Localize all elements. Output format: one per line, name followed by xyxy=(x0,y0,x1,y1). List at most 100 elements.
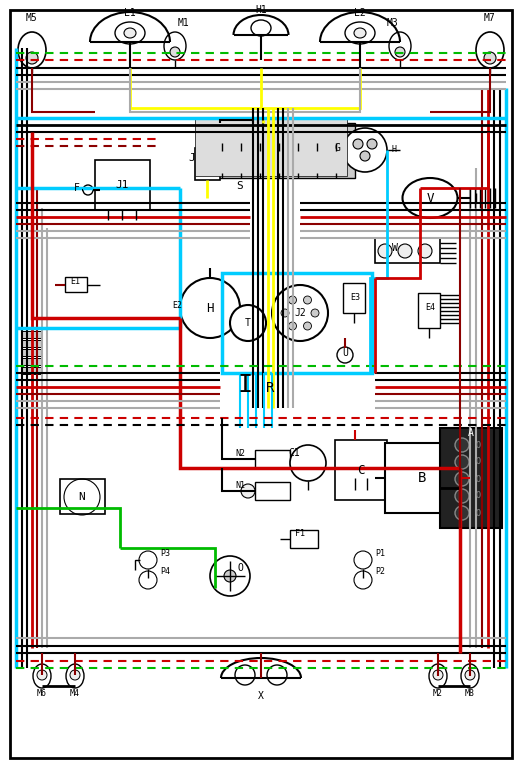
Bar xyxy=(375,238,440,263)
Text: X: X xyxy=(258,691,264,701)
Text: M1: M1 xyxy=(178,18,190,28)
Text: H: H xyxy=(206,302,213,315)
Bar xyxy=(290,530,318,548)
Circle shape xyxy=(289,322,296,330)
Bar xyxy=(291,151,305,173)
Text: F1: F1 xyxy=(295,528,305,538)
Text: H1: H1 xyxy=(255,5,267,15)
Bar xyxy=(22,331,42,338)
Bar xyxy=(272,151,286,173)
Bar xyxy=(234,151,248,173)
Ellipse shape xyxy=(402,178,457,218)
Text: P4: P4 xyxy=(160,568,170,577)
Bar xyxy=(343,283,365,313)
Circle shape xyxy=(210,556,250,596)
Circle shape xyxy=(241,484,255,498)
Text: M7: M7 xyxy=(484,13,496,23)
Bar xyxy=(310,151,324,173)
Circle shape xyxy=(455,455,469,469)
Circle shape xyxy=(455,489,469,503)
Text: E1: E1 xyxy=(70,276,80,286)
Circle shape xyxy=(303,296,312,304)
Circle shape xyxy=(303,322,312,330)
Circle shape xyxy=(367,139,377,149)
Circle shape xyxy=(224,570,236,582)
Circle shape xyxy=(353,139,363,149)
Text: R: R xyxy=(266,381,274,395)
Text: N2: N2 xyxy=(235,449,245,458)
Bar xyxy=(195,148,220,180)
Text: E3: E3 xyxy=(350,293,360,303)
Text: C: C xyxy=(357,464,365,476)
Text: O: O xyxy=(476,492,480,501)
Text: W: W xyxy=(392,243,398,253)
Text: S: S xyxy=(236,181,243,191)
Text: A: A xyxy=(468,428,474,438)
Text: F: F xyxy=(74,183,80,193)
Ellipse shape xyxy=(484,52,496,64)
Bar xyxy=(22,340,42,347)
Bar xyxy=(255,482,290,500)
Text: O: O xyxy=(476,475,480,484)
Text: E4: E4 xyxy=(425,303,435,313)
Ellipse shape xyxy=(395,47,405,57)
Bar xyxy=(210,123,355,178)
Circle shape xyxy=(311,309,319,317)
Text: J2: J2 xyxy=(294,308,306,318)
Circle shape xyxy=(235,665,255,685)
Circle shape xyxy=(378,244,392,258)
Text: M4: M4 xyxy=(70,690,80,699)
Text: I: I xyxy=(238,373,253,397)
Text: L2: L2 xyxy=(354,8,366,18)
Text: H: H xyxy=(392,144,397,154)
Text: M5: M5 xyxy=(26,13,38,23)
Text: C1: C1 xyxy=(288,448,300,458)
Ellipse shape xyxy=(124,28,136,38)
Text: O: O xyxy=(237,563,243,573)
Circle shape xyxy=(418,244,432,258)
Text: E2: E2 xyxy=(172,302,182,310)
Text: U: U xyxy=(342,348,348,358)
Ellipse shape xyxy=(170,47,180,57)
Circle shape xyxy=(337,347,353,363)
Text: P1: P1 xyxy=(375,548,385,558)
Circle shape xyxy=(290,445,326,481)
Bar xyxy=(255,450,290,468)
Bar xyxy=(60,479,105,514)
Bar xyxy=(418,293,440,328)
Circle shape xyxy=(37,670,47,680)
Bar xyxy=(195,118,347,176)
Bar xyxy=(253,151,267,173)
Circle shape xyxy=(433,670,443,680)
Circle shape xyxy=(455,438,469,452)
Bar xyxy=(335,440,387,500)
Text: N: N xyxy=(79,492,86,502)
Bar xyxy=(385,443,460,513)
Bar xyxy=(215,151,229,173)
Text: O: O xyxy=(476,508,480,518)
Circle shape xyxy=(267,665,287,685)
Bar xyxy=(222,273,372,373)
Bar xyxy=(95,160,150,210)
Circle shape xyxy=(281,309,289,317)
Circle shape xyxy=(180,278,240,338)
Text: M8: M8 xyxy=(465,690,475,699)
Bar xyxy=(22,349,42,356)
Circle shape xyxy=(230,305,266,341)
Circle shape xyxy=(70,670,80,680)
Text: O: O xyxy=(476,458,480,466)
Circle shape xyxy=(455,472,469,486)
Text: P3: P3 xyxy=(160,548,170,558)
Ellipse shape xyxy=(26,52,38,64)
Text: T: T xyxy=(245,318,251,328)
Text: N1: N1 xyxy=(235,482,245,491)
Bar xyxy=(22,358,42,365)
Circle shape xyxy=(289,296,296,304)
Bar xyxy=(440,428,502,528)
Text: P2: P2 xyxy=(375,568,385,577)
Text: M3: M3 xyxy=(386,18,398,28)
Ellipse shape xyxy=(354,28,366,38)
Circle shape xyxy=(465,670,475,680)
Text: L1: L1 xyxy=(124,8,136,18)
Text: B: B xyxy=(418,471,426,485)
